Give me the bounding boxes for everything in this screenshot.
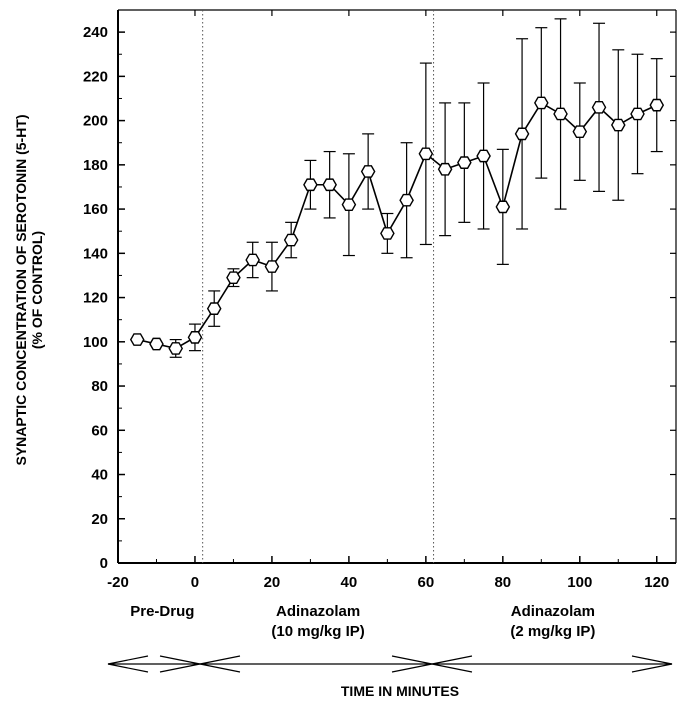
y-tick-label: 0 xyxy=(100,555,108,572)
x-tick-label: 60 xyxy=(418,574,435,591)
y-tick-label: 80 xyxy=(91,378,108,395)
data-point xyxy=(341,198,357,211)
y-tick-label: 220 xyxy=(83,68,108,85)
data-point xyxy=(226,271,241,284)
phase-arrow-head-left xyxy=(107,655,149,673)
data-point xyxy=(187,331,203,344)
data-point xyxy=(168,342,184,355)
data-point xyxy=(572,125,588,138)
phase-label: Adinazolam xyxy=(276,603,360,620)
data-point xyxy=(553,107,568,121)
x-tick-label: -20 xyxy=(107,574,129,591)
data-point xyxy=(418,147,434,161)
phase-arrow xyxy=(199,655,433,673)
data-point xyxy=(264,260,280,273)
data-point xyxy=(495,200,511,214)
x-tick-label: 20 xyxy=(264,574,281,591)
phase-arrow xyxy=(107,655,201,673)
phase-label: Adinazolam xyxy=(511,603,595,620)
y-tick-label: 40 xyxy=(91,467,108,484)
data-point xyxy=(283,233,299,247)
plot-area: 0 20 40 60 80 100 120 140 160 180 200 220 240 -20 0 20 4… xyxy=(83,9,677,673)
data-point xyxy=(591,100,607,114)
series-line xyxy=(137,101,658,350)
y-tick-label: 140 xyxy=(83,245,108,262)
y-tick-label: 120 xyxy=(83,290,108,307)
phase-sublabel: (10 mg/kg IP) xyxy=(271,623,364,640)
y-tick-label: 160 xyxy=(83,201,108,218)
data-point xyxy=(630,107,645,121)
y-axis-label-units: (% OF CONTROL) xyxy=(29,231,45,349)
x-tick-label: 120 xyxy=(644,574,669,591)
data-point xyxy=(457,156,472,169)
data-point xyxy=(437,162,453,176)
data-point xyxy=(245,253,260,267)
data-point xyxy=(399,193,414,207)
phase-arrow-head-right xyxy=(631,655,673,673)
data-point xyxy=(476,149,491,163)
y-tick-label: 200 xyxy=(83,113,108,130)
data-point xyxy=(149,337,164,351)
phase-label: Pre-Drug xyxy=(130,603,194,620)
data-point xyxy=(129,333,145,346)
x-tick-label: 0 xyxy=(191,574,199,591)
data-point xyxy=(322,178,337,192)
data-point xyxy=(380,227,395,240)
y-tick-label: 20 xyxy=(91,511,108,528)
x-axis-label: TIME IN MINUTES xyxy=(341,683,459,699)
data-point xyxy=(610,118,626,132)
phase-arrow xyxy=(431,655,673,673)
phase-arrow-head-left xyxy=(199,655,241,673)
data-point xyxy=(303,178,318,192)
x-tick-label: 100 xyxy=(567,574,592,591)
y-tick-label: 60 xyxy=(91,422,108,439)
phase-arrow-head-left xyxy=(431,655,473,673)
x-tick-label: 80 xyxy=(494,574,511,591)
data-point xyxy=(206,302,222,315)
y-tick-label: 180 xyxy=(83,157,108,174)
data-point xyxy=(360,165,376,178)
data-point xyxy=(534,96,549,110)
y-tick-label: 100 xyxy=(83,334,108,351)
data-point xyxy=(514,127,530,141)
x-tick-label: 40 xyxy=(341,574,358,591)
y-axis-label-group: SYNAPTIC CONCENTRATION OF SEROTONIN (5-H… xyxy=(13,114,45,465)
y-tick-label: 240 xyxy=(83,24,108,41)
data-point xyxy=(649,98,665,112)
phase-sublabel: (2 mg/kg IP) xyxy=(510,623,595,640)
y-axis-label: SYNAPTIC CONCENTRATION OF SEROTONIN (5-H… xyxy=(13,114,29,465)
